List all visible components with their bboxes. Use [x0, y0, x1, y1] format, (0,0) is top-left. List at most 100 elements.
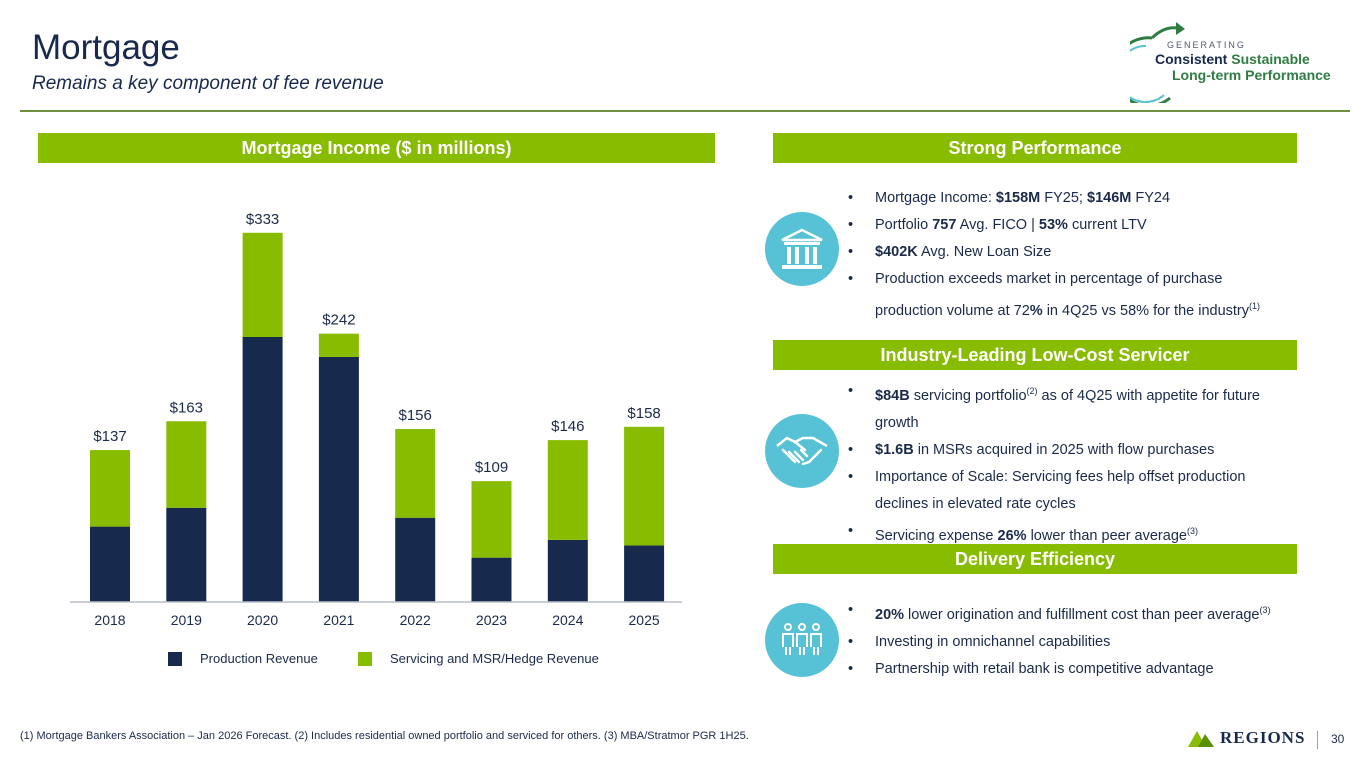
x-tick-2022: 2022	[400, 612, 431, 628]
performance-list: Mortgage Income: $158M FY25; $146M FY24 …	[848, 185, 1260, 325]
bar-servicing-2019	[166, 421, 207, 508]
logo-tagline-middle: Consistent Sustainable	[1155, 51, 1310, 67]
text: lower than peer average	[1026, 527, 1187, 544]
arrow-circle-icon	[1130, 22, 1185, 103]
list-item: Partnership with retail bank is competit…	[848, 656, 1271, 683]
bar-production-2018	[90, 526, 130, 602]
bar-production-2025	[624, 545, 665, 602]
bold-value: 757	[932, 217, 957, 233]
list-item: Importance of Scale: Servicing fees help…	[848, 464, 1260, 491]
text: lower origination and fulfillment cost t…	[904, 606, 1260, 623]
footnote-ref: (2)	[1026, 386, 1038, 396]
bold-value: 53%	[1038, 217, 1068, 233]
x-tick-2023: 2023	[476, 612, 507, 628]
page-title: Mortgage	[32, 28, 180, 67]
bar-servicing-2018	[90, 450, 130, 527]
list-item: Servicing expense 26% lower than peer av…	[848, 518, 1260, 550]
logo-word-consistent: Consistent	[1155, 51, 1228, 67]
people-icon	[765, 603, 839, 677]
text: servicing portfolio	[909, 387, 1027, 404]
mortgage-income-chart: $137 2018 $163 2019 $333 2020 $242 2021 $156 2022…	[70, 211, 682, 628]
text: in MSRs acquired in 2025 with flow purch…	[913, 441, 1215, 458]
bold-value: 20%	[875, 606, 905, 623]
list-item: Portfolio 757 Avg. FICO | 53% current LT…	[848, 212, 1260, 239]
bank-icon	[765, 212, 839, 286]
bar-servicing-2023	[471, 481, 512, 558]
bar-servicing-2021	[318, 333, 359, 357]
list-item-continuation: production volume at 72% in 4Q25 vs 58% …	[848, 293, 1260, 325]
list-item: $402K Avg. New Loan Size	[848, 239, 1260, 266]
bold-value: $158M	[995, 190, 1041, 206]
x-tick-2018: 2018	[94, 612, 125, 628]
footnote: (1) Mortgage Bankers Association – Jan 2…	[20, 730, 749, 742]
text: Avg. New Loan Size	[917, 244, 1052, 260]
page-subtitle: Remains a key component of fee revenue	[32, 73, 384, 94]
data-label-2022: $156	[399, 407, 432, 424]
page-number: 30	[1331, 732, 1345, 746]
text: FY25;	[1040, 190, 1087, 206]
x-tick-2021: 2021	[323, 612, 354, 628]
data-label-2019: $163	[170, 399, 203, 416]
bar-servicing-2025	[624, 426, 665, 546]
logo-tagline-bottom: Long-term Performance	[1172, 67, 1331, 83]
bar-production-2023	[471, 557, 512, 602]
footnote-ref: (3)	[1259, 605, 1271, 615]
legend-label-production: Production Revenue	[200, 651, 318, 666]
data-label-2025: $158	[627, 405, 660, 422]
bar-production-2020	[242, 336, 283, 602]
servicer-band: Industry-Leading Low-Cost Servicer	[773, 340, 1297, 370]
regions-logo: REGIONS	[1188, 728, 1305, 748]
x-tick-2025: 2025	[629, 612, 660, 628]
bold-value: 26%	[997, 527, 1027, 544]
bar-production-2024	[547, 539, 588, 602]
data-label-2018: $137	[93, 428, 126, 445]
text: Production exceeds market in percentage …	[875, 271, 1223, 287]
text: FY24	[1131, 190, 1171, 206]
legend-swatch-production	[168, 651, 182, 666]
list-item: 20% lower origination and fulfillment co…	[848, 597, 1271, 629]
footnote-ref: (3)	[1186, 525, 1198, 536]
performance-band: Strong Performance	[773, 133, 1297, 163]
x-tick-2024: 2024	[552, 612, 583, 628]
bar-servicing-2024	[547, 440, 588, 540]
text: in 4Q25 vs 58% for the industry	[1042, 302, 1249, 319]
bold-value: $84B	[875, 387, 910, 404]
text: Portfolio	[875, 217, 933, 233]
text: Mortgage Income:	[875, 190, 996, 206]
legend-swatch-servicing	[358, 651, 372, 666]
brand-name: REGIONS	[1220, 728, 1306, 747]
footer-separator	[1317, 731, 1318, 749]
legend-production: Production Revenue	[168, 651, 318, 666]
text: Servicing expense	[875, 527, 998, 544]
list-item: Investing in omnichannel capabilities	[848, 629, 1271, 656]
bar-servicing-2022	[395, 429, 436, 518]
text: production volume at 72	[875, 302, 1030, 319]
data-label-2021: $242	[322, 312, 355, 329]
list-item: $1.6B in MSRs acquired in 2025 with flow…	[848, 437, 1260, 464]
x-tick-2020: 2020	[247, 612, 278, 628]
bar-production-2022	[395, 517, 436, 602]
text: current LTV	[1067, 217, 1147, 233]
list-item: $84B servicing portfolio(2) as of 4Q25 w…	[848, 378, 1260, 410]
text: as of 4Q25 with appetite for future	[1037, 387, 1260, 404]
footnote-ref: (1)	[1249, 301, 1260, 311]
logo-tagline-top: GENERATING	[1167, 40, 1246, 50]
data-label-2024: $146	[551, 418, 584, 435]
pyramid-icon	[1188, 731, 1214, 747]
list-item: Mortgage Income: $158M FY25; $146M FY24	[848, 185, 1260, 212]
bold-value: $1.6B	[875, 441, 914, 458]
list-item-continuation: declines in elevated rate cycles	[875, 495, 1076, 512]
bold-value: %	[1029, 302, 1043, 319]
text: Avg. FICO |	[956, 217, 1039, 233]
bar-production-2021	[318, 356, 359, 602]
legend-servicing: Servicing and MSR/Hedge Revenue	[358, 651, 599, 666]
servicer-list: $84B servicing portfolio(2) as of 4Q25 w…	[848, 378, 1260, 550]
chart-header-band: Mortgage Income ($ in millions)	[38, 133, 715, 163]
bold-value: $146M	[1087, 190, 1132, 206]
logo-word-sustainable: Sustainable	[1231, 51, 1310, 67]
handshake-icon	[765, 414, 839, 488]
bar-servicing-2020	[242, 232, 283, 337]
list-item-continuation: growth	[875, 414, 919, 431]
list-item: Production exceeds market in percentage …	[848, 266, 1260, 293]
bar-production-2019	[166, 507, 207, 602]
